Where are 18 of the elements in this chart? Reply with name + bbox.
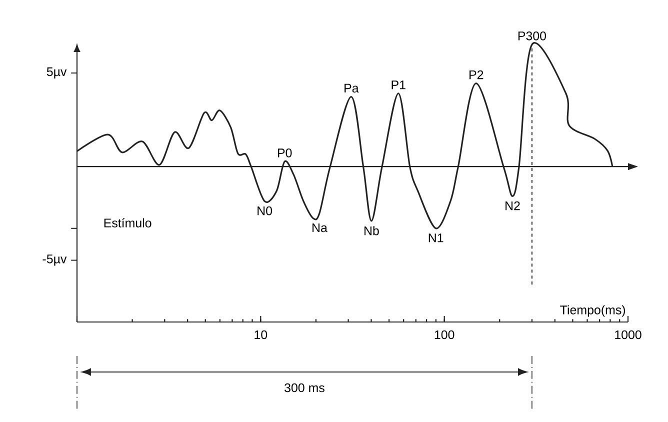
annotation: P0 — [278, 148, 292, 158]
annotation: P300 — [518, 32, 546, 40]
annotation: N1 — [428, 234, 444, 242]
annotation: N2 — [506, 201, 520, 210]
x-axis-title: Tiempo(ms) — [560, 305, 626, 317]
y-tick-label: -5µv — [42, 254, 67, 266]
text: 300 ms — [284, 383, 324, 392]
x-tick-label: 1000 — [615, 330, 642, 340]
x-tick-label: 10 — [254, 330, 268, 340]
annotation: Nb — [364, 226, 379, 236]
annotation: Na — [312, 223, 328, 232]
annotation: Estímulo — [104, 218, 152, 228]
annotation: P2 — [470, 70, 484, 80]
annotation: P1 — [392, 80, 406, 90]
x-tick-label: 100 — [434, 330, 454, 340]
y-tick-label: 5µv — [46, 67, 67, 79]
annotation: N0 — [258, 206, 272, 216]
annotation: Pa — [344, 84, 359, 93]
